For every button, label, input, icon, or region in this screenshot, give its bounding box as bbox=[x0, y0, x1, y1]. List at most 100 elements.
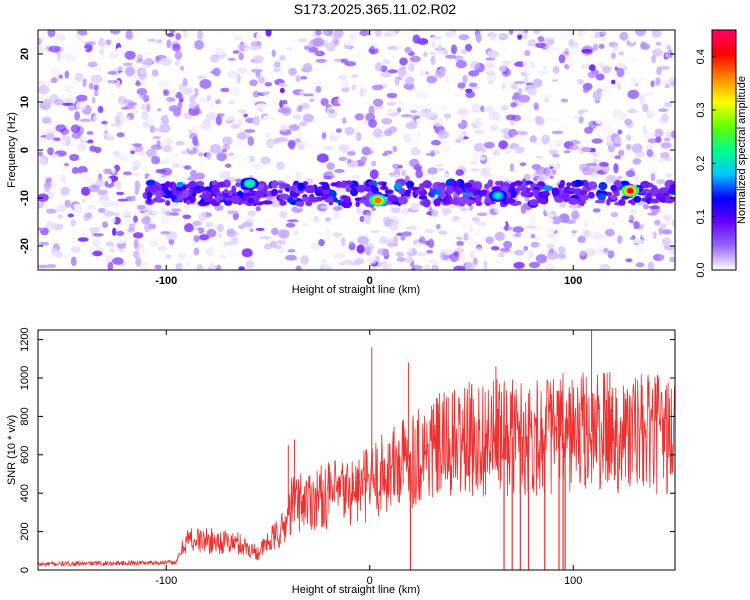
heatmap-cell bbox=[232, 86, 241, 96]
heatmap-cell bbox=[104, 180, 115, 188]
heatmap-cell bbox=[527, 87, 537, 96]
heatmap-band-cell bbox=[645, 189, 652, 193]
heatmap-cell bbox=[362, 88, 368, 93]
heatmap-cell bbox=[401, 169, 407, 177]
heatmap-cell bbox=[170, 88, 178, 97]
heatmap-cell bbox=[479, 156, 486, 161]
heatmap-cell bbox=[511, 95, 521, 101]
heatmap-cell bbox=[438, 172, 449, 183]
heatmap-cell bbox=[38, 227, 45, 231]
heatmap-cell bbox=[360, 156, 367, 163]
colorbar-tick: 0.0 bbox=[695, 262, 716, 278]
heatmap-cell bbox=[337, 112, 347, 119]
heatmap-cell bbox=[529, 135, 537, 143]
heatmap-cell bbox=[537, 138, 542, 144]
heatmap-cell bbox=[80, 171, 89, 181]
heatmap-cell bbox=[635, 262, 645, 268]
heatmap-cell bbox=[63, 84, 75, 90]
heatmap-cell bbox=[93, 233, 104, 237]
heatmap-band-cell bbox=[235, 182, 241, 187]
heatmap-cell bbox=[215, 115, 222, 126]
heatmap-band-cell bbox=[563, 186, 571, 195]
heatmap-cell bbox=[125, 30, 134, 40]
heatmap-band-cell bbox=[237, 191, 244, 196]
heatmap-cell bbox=[315, 58, 327, 63]
heatmap-cell bbox=[437, 85, 447, 89]
heatmap-cell bbox=[316, 153, 329, 163]
heatmap-cell bbox=[320, 98, 329, 107]
heatmap-cell bbox=[640, 43, 651, 50]
heatmap-cell bbox=[474, 228, 481, 237]
heatmap-cell bbox=[141, 216, 152, 225]
heatmap-band-cell bbox=[480, 189, 487, 196]
colorbar-ticks: 0.0 0.1 0.2 0.3 0.4 bbox=[695, 49, 716, 278]
heatmap-cell bbox=[98, 48, 105, 55]
heatmap-cell bbox=[97, 208, 106, 213]
heatmap-cell bbox=[638, 248, 644, 252]
heatmap-cell bbox=[645, 66, 656, 70]
heatmap-cell bbox=[180, 150, 189, 155]
heatmap-cell bbox=[590, 218, 595, 226]
heatmap-cell bbox=[510, 119, 515, 126]
heatmap-cell bbox=[187, 142, 194, 151]
heatmap-cell bbox=[41, 117, 52, 124]
heatmap-cell bbox=[260, 156, 271, 165]
bottom-x-tick: 100 bbox=[564, 330, 582, 587]
heatmap-cell bbox=[654, 128, 664, 139]
heatmap-cell bbox=[338, 144, 350, 153]
heatmap-cell bbox=[91, 96, 96, 104]
heatmap-cell bbox=[627, 89, 640, 100]
heatmap-cell bbox=[465, 88, 473, 93]
heatmap-cell bbox=[424, 228, 434, 234]
heatmap-cell bbox=[135, 256, 142, 267]
heatmap-cell bbox=[467, 237, 477, 247]
heatmap-cell bbox=[358, 58, 364, 63]
heatmap-cell bbox=[285, 47, 293, 51]
heatmap-cell bbox=[286, 219, 299, 223]
heatmap-cell bbox=[567, 79, 579, 88]
top-y-tick: -10 bbox=[19, 190, 675, 206]
bottom-x-tick: -100 bbox=[155, 330, 177, 587]
heatmap-cell bbox=[639, 94, 646, 100]
heatmap-cell bbox=[288, 141, 296, 151]
heatmap-cell bbox=[228, 152, 234, 157]
heatmap-cell bbox=[455, 169, 464, 176]
heatmap-cell bbox=[414, 164, 422, 172]
heatmap-cell bbox=[663, 245, 675, 251]
heatmap-cell bbox=[189, 133, 198, 140]
heatmap-cell bbox=[152, 90, 164, 97]
heatmap-cell bbox=[639, 98, 645, 106]
heatmap-cell bbox=[151, 69, 159, 77]
heatmap-cell bbox=[423, 103, 434, 110]
heatmap-cell bbox=[457, 133, 465, 140]
bottom-x-ticks: -100 0 100 bbox=[155, 330, 582, 587]
heatmap-cell bbox=[320, 205, 329, 209]
heatmap-cell bbox=[206, 151, 212, 160]
heatmap-cell bbox=[263, 216, 275, 227]
heatmap-cell bbox=[507, 60, 517, 64]
heatmap-cell bbox=[273, 68, 281, 73]
heatmap-cell bbox=[45, 177, 53, 183]
heatmap-cell bbox=[266, 138, 275, 149]
heatmap-cell bbox=[525, 225, 537, 229]
heatmap-band-cell bbox=[247, 197, 254, 204]
heatmap-cell bbox=[45, 133, 55, 141]
heatmap-band-cell bbox=[354, 197, 362, 202]
heatmap-cell bbox=[165, 254, 172, 259]
heatmap-cell bbox=[38, 151, 43, 157]
heatmap-cell bbox=[75, 101, 87, 111]
heatmap-cell bbox=[475, 33, 482, 43]
heatmap-cell bbox=[335, 128, 342, 134]
heatmap-band-cell bbox=[562, 193, 570, 203]
heatmap-cell bbox=[323, 175, 333, 180]
heatmap-cell bbox=[144, 223, 151, 233]
heatmap-cell bbox=[414, 242, 426, 250]
heatmap-cell bbox=[395, 251, 405, 257]
heatmap-cell bbox=[442, 48, 449, 55]
heatmap-cell bbox=[615, 62, 626, 69]
heatmap-cell bbox=[581, 48, 593, 54]
heatmap-cell bbox=[45, 208, 57, 214]
heatmap-cell bbox=[564, 56, 573, 60]
heatmap-cell bbox=[255, 206, 261, 212]
heatmap-cell bbox=[322, 146, 334, 150]
